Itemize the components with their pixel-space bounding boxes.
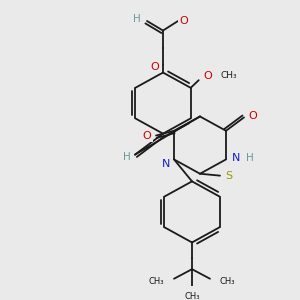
Text: CH₃: CH₃: [221, 71, 237, 80]
Text: CH₃: CH₃: [220, 277, 236, 286]
Text: O: O: [151, 62, 159, 72]
Text: O: O: [203, 71, 212, 81]
Text: H: H: [133, 14, 141, 24]
Text: N: N: [232, 152, 240, 163]
Text: O: O: [180, 16, 188, 26]
Text: H: H: [246, 152, 254, 163]
Text: CH₃: CH₃: [184, 292, 200, 300]
Text: CH₃: CH₃: [148, 277, 164, 286]
Text: O: O: [249, 110, 257, 121]
Text: S: S: [225, 171, 233, 181]
Text: O: O: [142, 130, 152, 141]
Text: H: H: [123, 152, 131, 162]
Text: N: N: [162, 159, 170, 169]
